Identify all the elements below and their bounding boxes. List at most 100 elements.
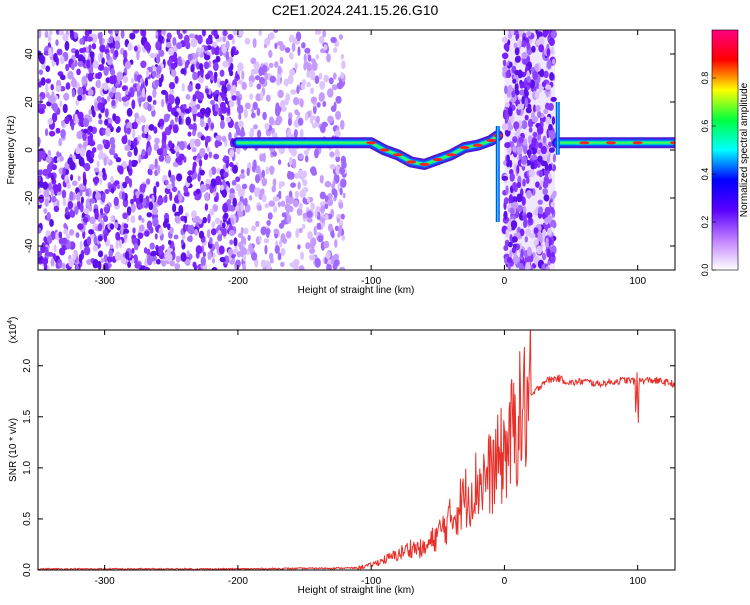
noise-blob — [237, 97, 241, 106]
noise-blob — [213, 45, 221, 56]
noise-blob — [151, 194, 155, 204]
svg-text:(x104): (x104) — [7, 317, 19, 344]
noise-blob — [340, 178, 347, 188]
noise-blob — [258, 30, 262, 37]
noise-blob — [271, 185, 277, 193]
noise-blob — [75, 98, 80, 106]
noise-blob — [532, 104, 537, 113]
colorbar-label: Normalized spectral amplitude — [739, 82, 750, 217]
noise-blob — [549, 130, 557, 141]
noise-blob — [192, 94, 197, 102]
noise-blob — [211, 257, 216, 264]
noise-blob — [178, 153, 185, 161]
noise-blob — [65, 82, 71, 90]
noise-blob — [222, 202, 229, 213]
noise-blob — [293, 129, 298, 138]
noise-blob — [38, 151, 43, 160]
noise-blob — [333, 258, 340, 267]
noise-blob — [171, 181, 175, 188]
noise-blob — [267, 212, 273, 220]
noise-blob — [84, 162, 91, 172]
noise-blob — [196, 61, 200, 70]
noise-blob — [169, 174, 176, 183]
noise-blob — [200, 135, 206, 141]
noise-blob — [213, 30, 218, 38]
snr-x-axis-label: Height of straight line (km) — [298, 585, 415, 596]
noise-blob — [149, 52, 156, 59]
noise-blob — [166, 223, 171, 231]
noise-blob — [179, 140, 185, 151]
noise-blob — [114, 30, 120, 34]
noise-blob — [220, 103, 227, 113]
noise-blob — [331, 183, 335, 189]
noise-blob — [48, 130, 56, 137]
noise-blob — [273, 30, 279, 33]
noise-blob — [525, 228, 532, 237]
noise-blob — [74, 113, 78, 124]
noise-blob — [528, 217, 532, 224]
noise-blob — [505, 70, 510, 79]
noise-blob — [535, 181, 540, 188]
noise-blob — [541, 81, 546, 88]
noise-blob — [296, 207, 303, 216]
noise-blob — [504, 110, 509, 120]
noise-blob — [50, 257, 55, 267]
noise-blob — [198, 159, 203, 167]
noise-blob — [187, 170, 194, 176]
noise-blob — [110, 68, 116, 76]
noise-blob — [330, 36, 337, 44]
snr-scale-prefix: (x10 — [8, 323, 19, 343]
noise-blob — [521, 196, 526, 206]
noise-blob — [286, 214, 292, 224]
noise-blob — [197, 91, 205, 101]
noise-blob — [274, 61, 279, 68]
noise-blob — [506, 257, 513, 264]
noise-blob — [240, 202, 244, 212]
noise-blob — [98, 64, 105, 71]
noise-blob — [533, 147, 537, 154]
noise-blob — [229, 149, 235, 158]
noise-blob — [535, 104, 541, 113]
noise-blob — [71, 180, 78, 187]
noise-blob — [231, 37, 236, 45]
snr-x-ticks: -300 -200 -100 0 100 — [95, 330, 646, 587]
noise-blob — [169, 88, 175, 95]
noise-blob — [112, 74, 117, 84]
noise-blob — [168, 239, 172, 246]
ridge-peak — [632, 141, 643, 145]
noise-blob — [552, 153, 557, 163]
noise-blob — [285, 195, 289, 204]
spectrogram-y-tick-label: 0 — [24, 147, 35, 153]
noise-blob — [162, 133, 167, 142]
noise-blob — [211, 221, 215, 229]
noise-blob — [205, 135, 211, 143]
noise-blob — [102, 229, 108, 236]
noise-blob — [548, 123, 553, 131]
ridge-peak — [459, 146, 470, 150]
noise-blob — [260, 259, 267, 268]
noise-blob — [213, 61, 219, 71]
noise-blob — [192, 161, 197, 168]
noise-blob — [120, 30, 125, 39]
noise-blob — [215, 175, 222, 186]
noise-blob — [38, 69, 44, 75]
noise-blob — [536, 125, 544, 135]
noise-blob — [53, 244, 57, 253]
noise-blob — [120, 225, 124, 235]
noise-blob — [523, 205, 527, 214]
noise-blob — [550, 96, 557, 102]
noise-blob — [165, 154, 171, 164]
noise-blob — [257, 204, 262, 212]
colorbar-tick-label: 0.0 — [700, 264, 710, 277]
noise-blob — [522, 214, 527, 222]
noise-blob — [287, 74, 294, 85]
noise-blob — [75, 147, 81, 155]
noise-blob — [252, 165, 256, 173]
noise-blob — [309, 70, 316, 81]
noise-blob — [526, 75, 531, 83]
noise-blob — [178, 115, 182, 125]
noise-blob — [45, 156, 52, 164]
noise-blob — [230, 48, 235, 58]
noise-blob — [184, 60, 189, 69]
noise-blob — [174, 263, 181, 270]
